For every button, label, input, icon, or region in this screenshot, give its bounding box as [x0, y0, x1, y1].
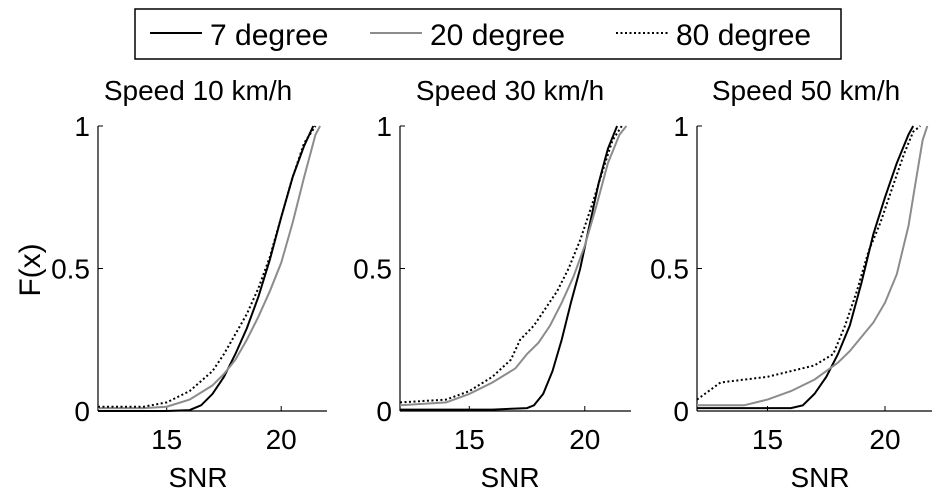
y-tick-label: 0.5 — [51, 254, 90, 285]
y-tick-label: 0 — [376, 396, 392, 427]
panel-speed-50: Speed 50 km/h SNR 0 0.5 1 15 20 — [650, 75, 932, 493]
panel-speed-10: Speed 10 km/h SNR 0 0.5 1 15 20 — [51, 75, 327, 493]
legend-label-80-degree: 80 degree — [676, 19, 811, 52]
series-line-80-degree — [98, 125, 317, 408]
y-tick-label: 0 — [74, 396, 90, 427]
legend-label-20-degree: 20 degree — [430, 19, 565, 52]
series-line-80-degree — [697, 125, 921, 401]
panel-title: Speed 50 km/h — [712, 75, 900, 106]
series-line-20-degree — [98, 125, 321, 410]
x-tick-label: 20 — [569, 424, 600, 455]
legend-box — [134, 8, 842, 60]
y-axis-label: F(x) — [14, 243, 47, 296]
legend-label-7-degree: 7 degree — [210, 19, 328, 52]
series-line-20-degree — [400, 125, 628, 407]
y-tick-label: 0.5 — [650, 254, 689, 285]
x-tick-label: 15 — [454, 424, 485, 455]
x-axis-label: SNR — [790, 462, 849, 493]
y-tick-label: 1 — [74, 111, 90, 142]
legend: 7 degree 20 degree 80 degree — [134, 8, 842, 60]
y-tick-label: 1 — [673, 111, 689, 142]
x-axis-label: SNR — [168, 462, 227, 493]
panel-title: Speed 30 km/h — [416, 75, 604, 106]
y-tick-label: 0.5 — [353, 254, 392, 285]
series-line-80-degree — [400, 125, 623, 404]
x-tick-label: 15 — [151, 424, 182, 455]
panel-speed-30: Speed 30 km/h SNR 0 0.5 1 15 20 — [353, 75, 631, 493]
series-line-7-degree — [98, 125, 315, 412]
panel-title: Speed 10 km/h — [104, 75, 292, 106]
y-tick-label: 1 — [376, 111, 392, 142]
x-tick-label: 20 — [266, 424, 297, 455]
series-line-20-degree — [697, 125, 929, 407]
series-line-7-degree — [697, 125, 915, 410]
x-axis-label: SNR — [480, 462, 539, 493]
series-line-7-degree — [400, 125, 619, 411]
x-tick-label: 15 — [752, 424, 783, 455]
y-tick-label: 0 — [673, 396, 689, 427]
x-tick-label: 20 — [869, 424, 900, 455]
